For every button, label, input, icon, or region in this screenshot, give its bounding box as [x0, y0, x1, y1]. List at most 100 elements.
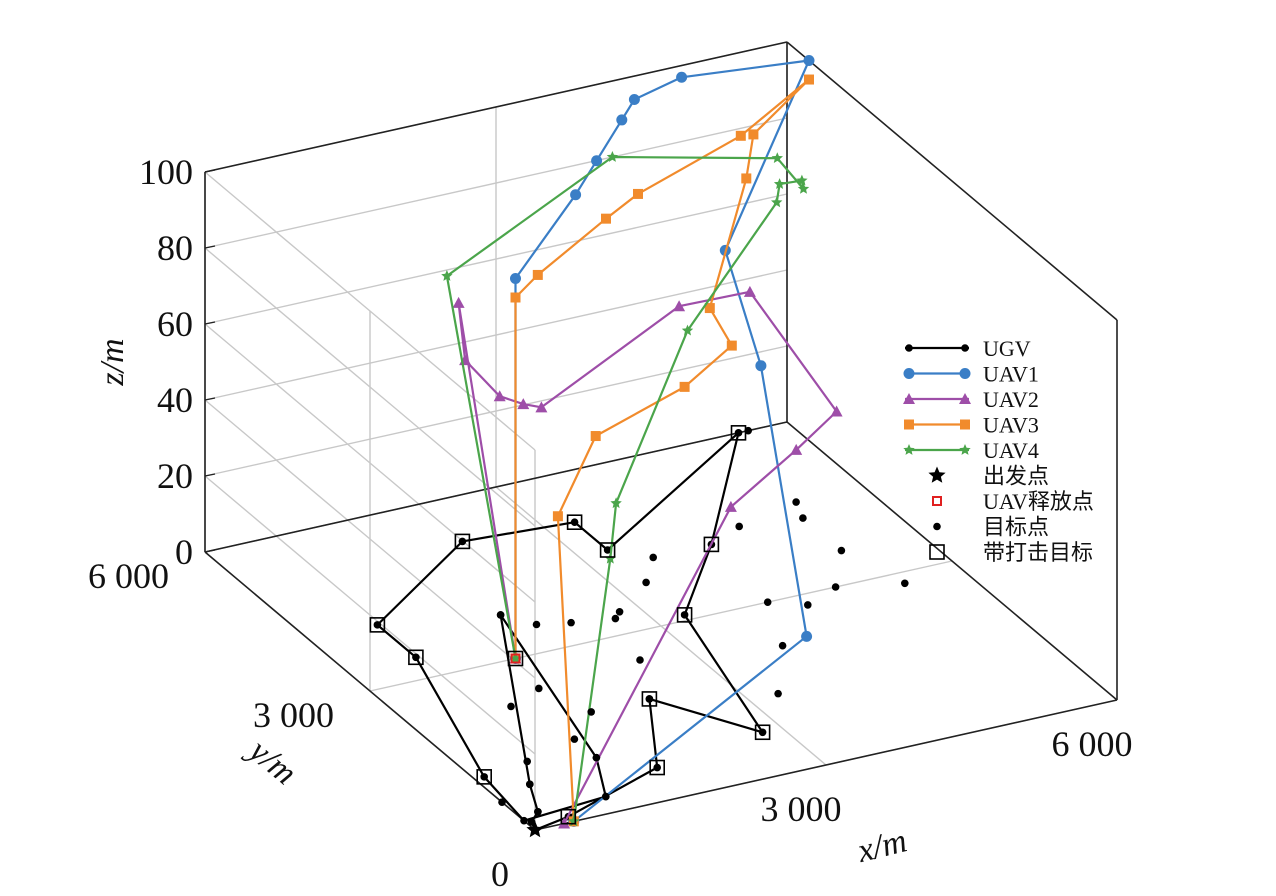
- axes-layer: [204, 41, 1118, 831]
- data-point: [507, 702, 515, 711]
- y-tick-label: 6 000: [88, 556, 169, 596]
- z-tick-label: 60: [157, 304, 193, 344]
- data-point: [507, 650, 524, 667]
- data-point: [369, 617, 386, 633]
- data-point: [604, 552, 616, 564]
- data-point: [560, 808, 577, 825]
- legend-swatch-marker: [905, 344, 913, 352]
- x-tick-label: 3 000: [761, 789, 842, 829]
- data-point: [803, 55, 815, 67]
- data-point: [496, 611, 505, 619]
- data-point: [602, 792, 610, 801]
- z-tick-mark: [204, 245, 216, 249]
- legend-item: UAV释放点: [932, 489, 1094, 514]
- x-tick-label: 0: [491, 854, 509, 894]
- z-tick-label: 40: [157, 380, 193, 420]
- data-point: [520, 816, 528, 825]
- legend-label: UAV3: [983, 413, 1039, 438]
- data-point: [773, 178, 786, 189]
- y-tick-label: 3 000: [253, 695, 334, 735]
- legend-swatch-marker: [959, 444, 971, 455]
- legend-item: UAV4: [903, 438, 1039, 463]
- data-point: [676, 607, 693, 623]
- data-point: [724, 500, 737, 512]
- legend-label: UAV2: [983, 387, 1039, 412]
- data-point: [567, 618, 575, 627]
- data-point: [532, 269, 543, 280]
- z-tick-label: 20: [157, 456, 193, 496]
- legend-swatch-marker: [960, 419, 970, 430]
- data-point: [611, 614, 620, 623]
- data-point: [673, 300, 686, 312]
- data-point: [480, 773, 489, 781]
- data-point: [704, 303, 715, 314]
- data-point: [523, 757, 531, 766]
- data-point: [606, 151, 619, 162]
- data-point: [592, 753, 601, 762]
- y-axis-label: y/m: [240, 730, 304, 792]
- data-point: [641, 691, 658, 707]
- legend-label: UGV: [983, 336, 1031, 361]
- series-8: [496, 426, 909, 816]
- data-point: [532, 620, 541, 629]
- legend-swatch-marker: [932, 496, 942, 506]
- top-edge-back: [204, 41, 788, 173]
- legend-swatch-marker: [933, 522, 941, 531]
- data-point: [616, 114, 628, 126]
- series-line: [445, 155, 805, 822]
- grid-layer: [204, 41, 1118, 831]
- data-point: [615, 608, 624, 616]
- data-point: [755, 360, 767, 372]
- data-point: [493, 390, 506, 402]
- data-point: [730, 425, 747, 441]
- z-tick-label: 100: [139, 152, 193, 192]
- data-point: [680, 611, 689, 619]
- legend-label: 出发点: [983, 464, 1049, 489]
- legend-swatch-marker: [959, 393, 971, 404]
- data-point: [570, 518, 579, 526]
- data-point: [763, 598, 772, 606]
- floor-edge-back: [204, 421, 788, 553]
- data-point: [676, 71, 688, 83]
- data-point: [408, 649, 424, 666]
- data-point: [642, 578, 650, 587]
- data-point: [628, 94, 640, 106]
- data-point: [373, 621, 382, 629]
- legend-swatch-marker: [903, 444, 915, 455]
- data-point: [901, 579, 909, 588]
- top-edge-right: [786, 41, 1118, 321]
- data-point: [526, 780, 534, 789]
- data-point: [796, 174, 808, 186]
- data-point: [771, 196, 783, 208]
- data-point: [703, 536, 720, 553]
- x-axis-line: [534, 699, 1118, 831]
- data-point: [771, 152, 783, 163]
- series-5: [441, 151, 810, 827]
- data-point: [510, 273, 521, 284]
- data-point: [649, 759, 666, 776]
- legend-label: UAV1: [983, 362, 1039, 387]
- legend-label: UAV4: [983, 438, 1039, 463]
- z-tick-mark: [204, 473, 216, 477]
- data-point: [535, 401, 548, 413]
- legend-swatch-marker: [928, 466, 946, 483]
- x-tick-label: 6 000: [1052, 724, 1133, 764]
- data-point: [517, 398, 530, 410]
- data-point: [566, 514, 583, 531]
- series-9: [369, 425, 771, 825]
- legend-swatch-marker: [961, 344, 969, 352]
- data-point: [599, 542, 616, 558]
- data-point: [743, 285, 756, 297]
- data-point: [590, 431, 601, 442]
- data-point: [744, 426, 752, 435]
- z-tick-mark: [204, 321, 216, 325]
- data-point: [801, 630, 813, 642]
- data-point: [441, 270, 453, 281]
- data-point: [610, 497, 622, 509]
- data-point: [754, 724, 771, 741]
- legend-swatch-marker: [903, 393, 915, 404]
- data-point: [735, 130, 746, 141]
- data-point: [552, 511, 563, 522]
- series-3: [452, 285, 843, 829]
